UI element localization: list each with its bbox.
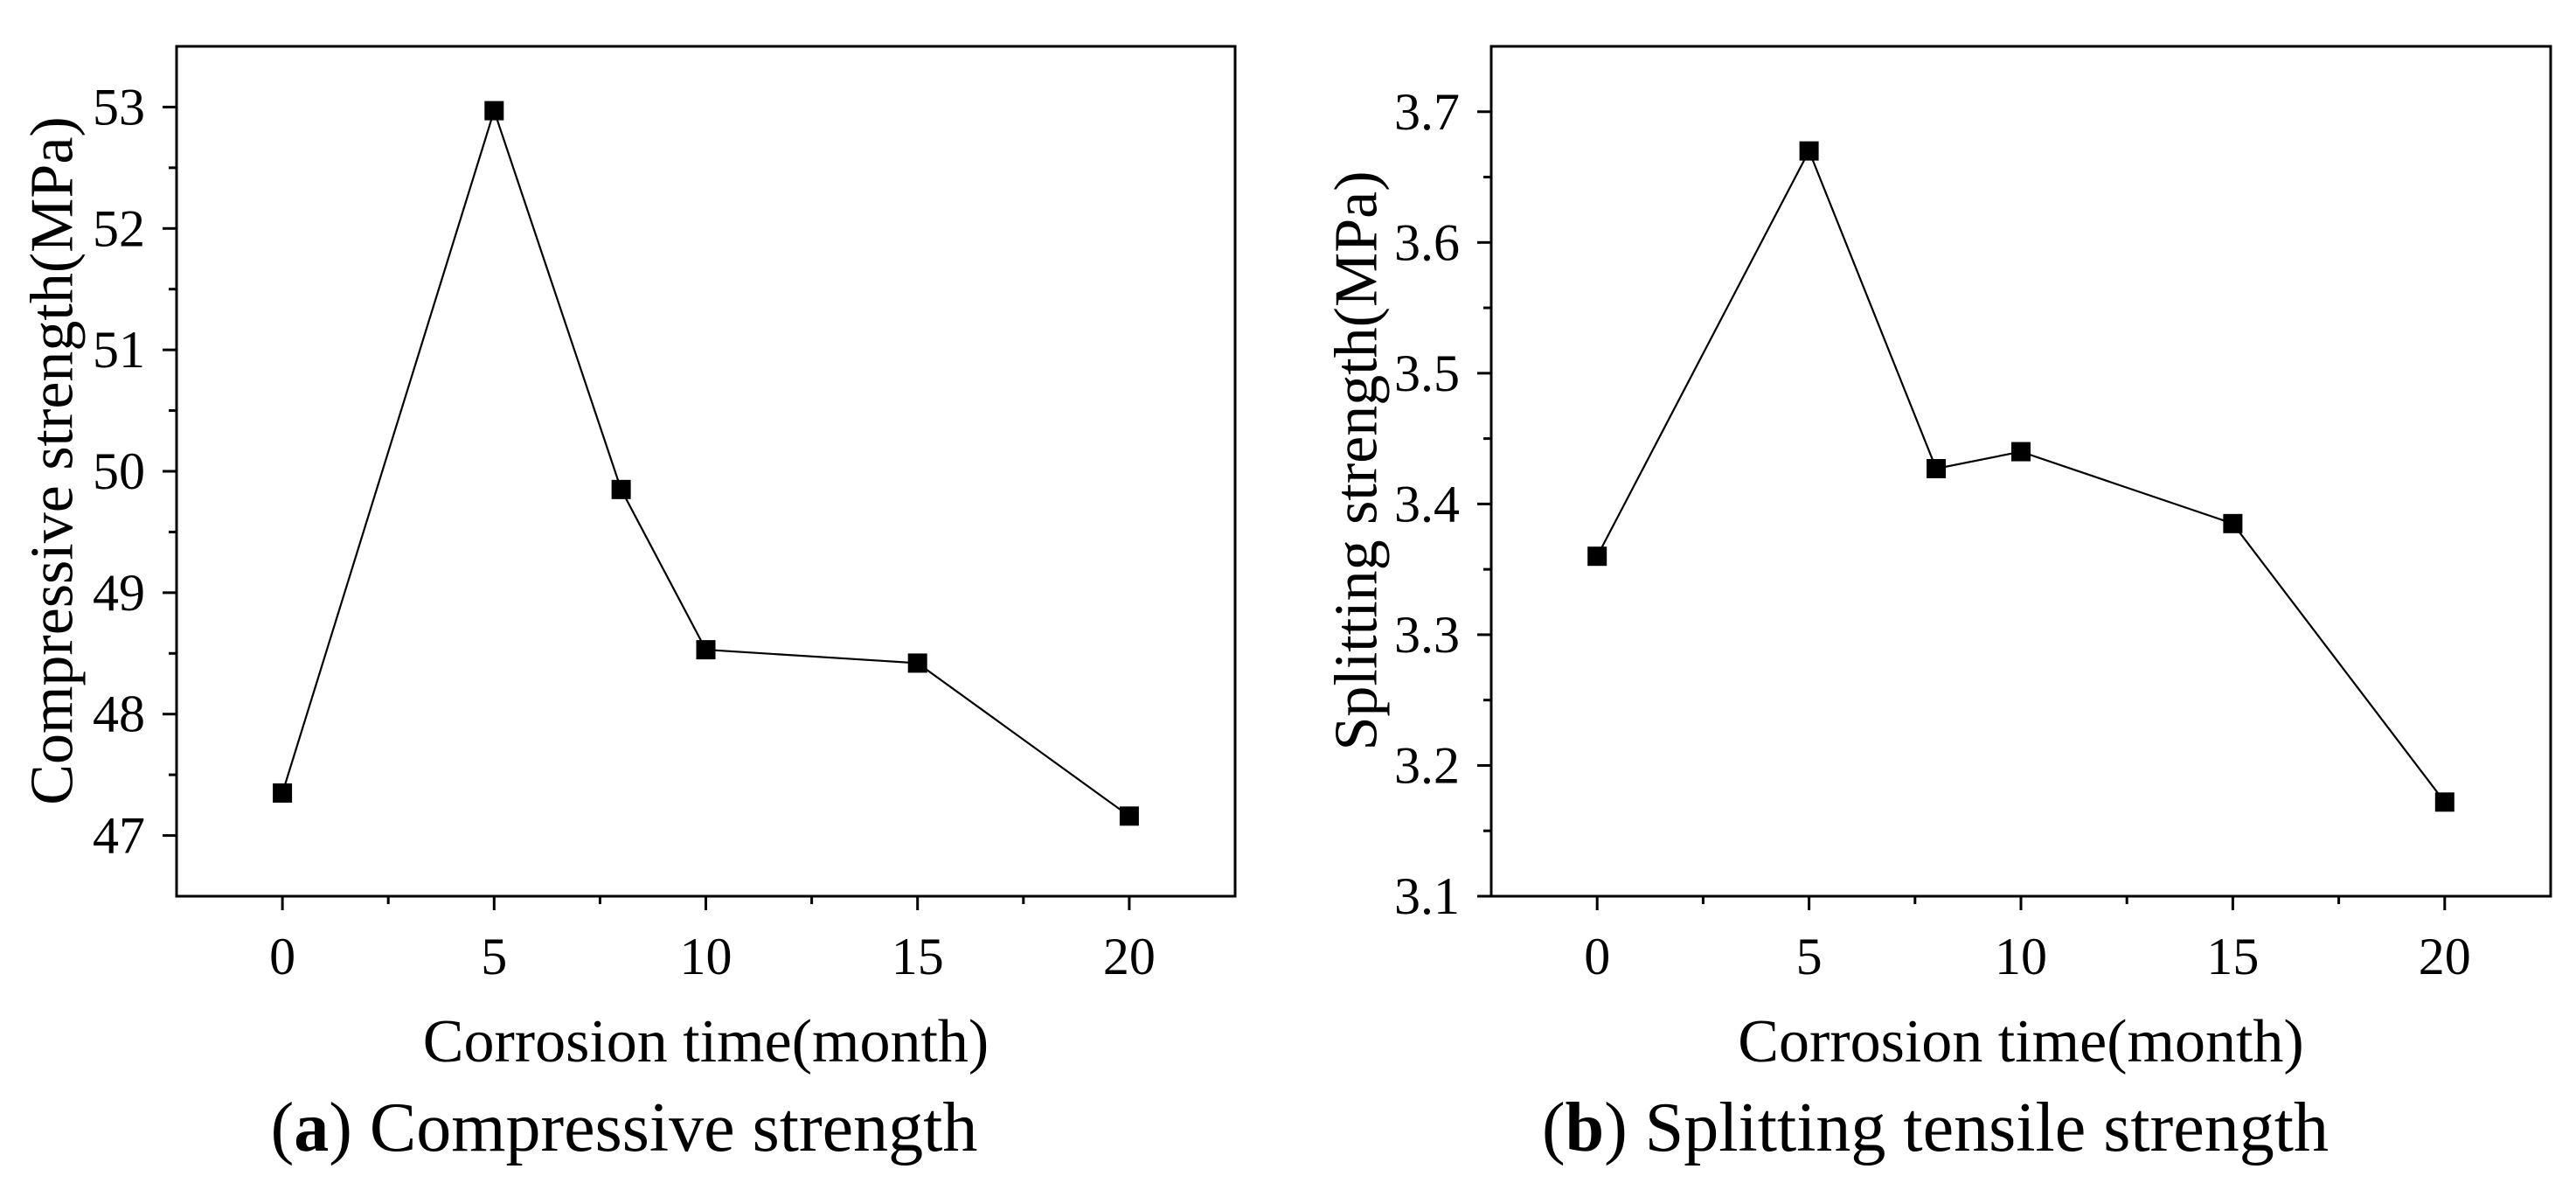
data-point	[273, 783, 293, 803]
data-point	[907, 653, 927, 673]
data-point	[2223, 513, 2243, 533]
y-axis-label: Compressive strength(MPa)	[19, 116, 87, 804]
x-tick-label: 0	[269, 928, 295, 985]
y-tick-label: 3.5	[1394, 344, 1460, 402]
x-tick-label: 10	[680, 928, 733, 985]
data-point	[1587, 546, 1607, 567]
caption-panel-letter: a	[294, 1089, 329, 1166]
data-point	[696, 640, 716, 660]
caption-text: ) Compressive strength	[329, 1089, 977, 1166]
y-tick-label: 53	[93, 78, 145, 136]
data-point	[484, 101, 504, 121]
y-tick-label: 3.4	[1394, 475, 1460, 532]
data-point	[2011, 442, 2031, 462]
series-line	[281, 108, 1130, 818]
x-tick-label: 15	[892, 928, 944, 985]
caption-panel-letter: b	[1566, 1089, 1605, 1166]
y-tick-label: 50	[93, 442, 145, 500]
x-tick-label: 15	[2206, 928, 2259, 985]
y-tick-label: 3.3	[1394, 606, 1460, 664]
y-axis-label: Splitting strength(MPa)	[1323, 170, 1391, 750]
caption: (a) Compressive strength	[271, 1089, 978, 1166]
data-point	[1799, 141, 1819, 161]
chart-panel-a: 0 5 10 15 20 47 48 49 50 51 52 53 Corrosion time(mon…	[19, 45, 1237, 1166]
y-tick-label: 3.7	[1394, 83, 1460, 141]
y-tick-label: 47	[93, 807, 145, 865]
series-line	[1596, 148, 2446, 803]
x-tick-label: 5	[481, 928, 507, 985]
x-tick-label: 20	[2419, 928, 2471, 985]
caption-text: (	[271, 1089, 295, 1166]
data-point	[1119, 806, 1139, 826]
x-axis-label: Corrosion time(month)	[1738, 1008, 2303, 1075]
y-tick-label: 48	[93, 685, 145, 743]
y-tick-label: 49	[93, 564, 145, 622]
y-tick-label: 52	[93, 199, 145, 257]
data-point	[2434, 792, 2454, 812]
x-tick-label: 0	[1584, 928, 1610, 985]
x-tick-label: 5	[1796, 928, 1823, 985]
y-tick-label: 3.1	[1394, 867, 1460, 925]
caption: (b) Splitting tensile strength	[1542, 1089, 2329, 1166]
y-tick-label: 3.2	[1394, 736, 1460, 794]
x-tick-label: 20	[1103, 928, 1156, 985]
caption-text: (	[1542, 1089, 1566, 1166]
x-axis-label: Corrosion time(month)	[423, 1008, 989, 1075]
data-point	[611, 479, 631, 499]
x-tick-label: 10	[1995, 928, 2047, 985]
caption-text: ) Splitting tensile strength	[1604, 1089, 2329, 1166]
y-tick-label: 51	[93, 321, 145, 379]
y-tick-label: 3.6	[1394, 213, 1460, 271]
chart-panel-b: 0 5 10 15 20 3.1 3.2 3.3 3.4 3.5 3.6 3.7 Corrosion t…	[1323, 45, 2552, 1166]
data-point	[1927, 459, 1947, 479]
